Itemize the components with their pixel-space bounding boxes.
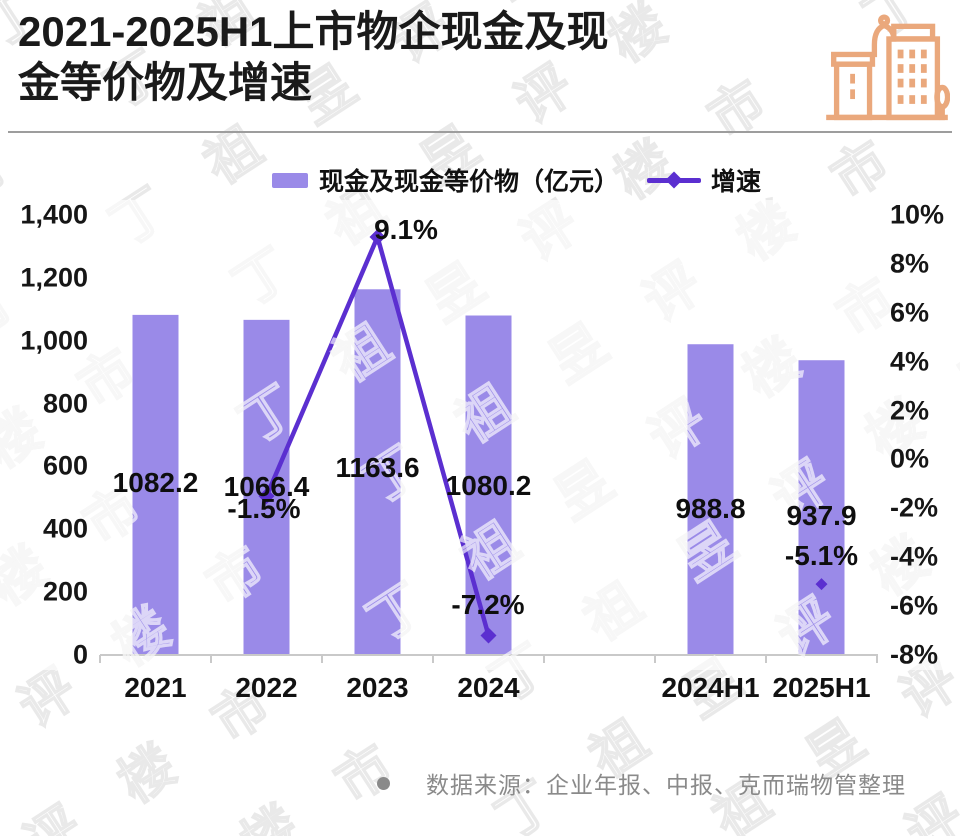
growth-point-2025H1 (815, 578, 828, 591)
line-series-label: 增速 (711, 168, 762, 196)
bullet-dot-icon (377, 776, 390, 790)
chart-legend: 现金及现金等价物（亿元） 增速 (272, 162, 761, 198)
city-building-icon (824, 12, 951, 131)
diamond-marker-icon (665, 171, 683, 189)
bar-2024H1 (687, 344, 734, 655)
source-text: 数据来源：企业年报、中报、克而瑞物管整理 (426, 772, 906, 798)
page-title: 2021-2025H1上市物企现金及现 金等价物及增速 (18, 6, 609, 108)
bar-2023 (354, 289, 401, 655)
growth-point-2024 (480, 627, 497, 644)
data-source-note: 数据来源：企业年报、中报、克而瑞物管整理 (377, 766, 906, 800)
page-title-line2: 金等价物及增速 (18, 59, 313, 106)
bar-2025H1 (798, 360, 845, 655)
bar-2022 (243, 319, 290, 655)
header-divider (8, 131, 952, 133)
bar-series-swatch (272, 172, 308, 188)
page-title-line1: 2021-2025H1上市物企现金及现 (18, 8, 609, 55)
line-series-marker (647, 171, 702, 189)
growth-point-2022 (258, 488, 275, 505)
growth-point-2023 (369, 229, 386, 245)
bar-2024 (465, 315, 512, 655)
bar-series-label: 现金及现金等价物（亿元） (319, 168, 620, 196)
bar-2021 (132, 314, 179, 655)
